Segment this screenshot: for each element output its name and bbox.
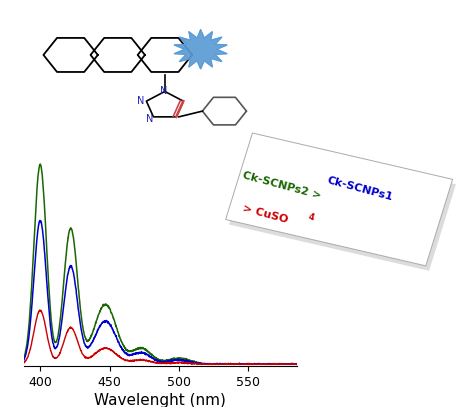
Text: Ck-SCNPs2 >: Ck-SCNPs2 > <box>241 170 326 202</box>
Text: N: N <box>160 85 167 96</box>
X-axis label: Wavelenght (nm): Wavelenght (nm) <box>94 393 226 407</box>
Polygon shape <box>174 30 227 69</box>
Text: N: N <box>146 114 153 124</box>
Polygon shape <box>226 133 453 266</box>
Text: > CuSO: > CuSO <box>241 204 289 225</box>
Text: N: N <box>137 96 145 106</box>
Text: 4: 4 <box>308 212 316 222</box>
Text: Ck-SCNPs1: Ck-SCNPs1 <box>326 175 394 202</box>
Polygon shape <box>229 138 456 271</box>
